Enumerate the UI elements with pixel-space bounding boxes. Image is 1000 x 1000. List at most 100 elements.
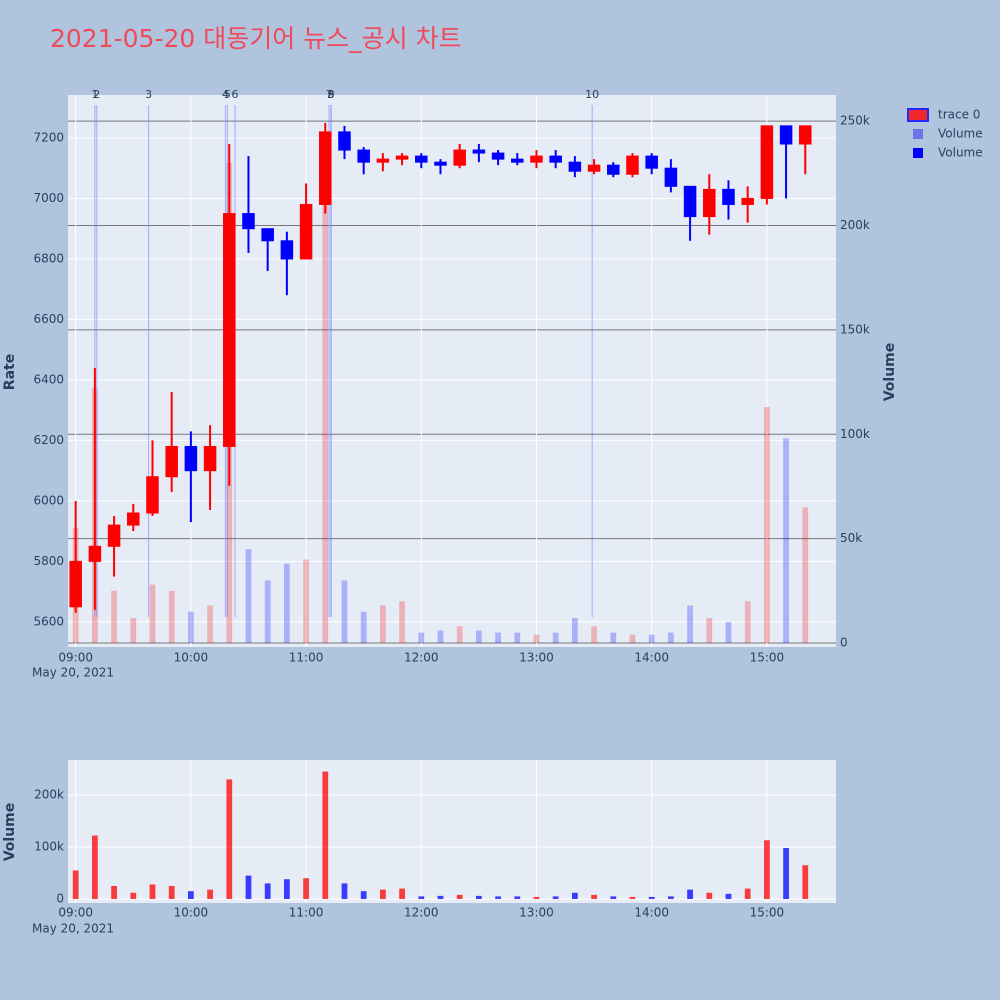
candle-body bbox=[530, 155, 543, 163]
sub-x-tick-label: 13:00 bbox=[519, 906, 554, 920]
sub-x-tick-label: 14:00 bbox=[634, 906, 669, 920]
volume-overlay-bar bbox=[706, 617, 713, 644]
y2-tick-label: 50k bbox=[840, 531, 862, 545]
sub-y-axis-title: Volume bbox=[2, 803, 18, 862]
volume-overlay-bar bbox=[744, 601, 751, 644]
volume-overlay-bar bbox=[418, 632, 425, 644]
volume-bar bbox=[168, 885, 175, 899]
annotation-label: 3 bbox=[145, 88, 152, 101]
volume-bar bbox=[668, 896, 674, 899]
volume-bar bbox=[188, 891, 194, 899]
sub-x-tick-label: 15:00 bbox=[750, 906, 785, 920]
chart-title: 2021-05-20 대동기어 뉴스_공시 차트 bbox=[50, 24, 462, 53]
volume-bar bbox=[149, 884, 156, 899]
y-tick-label: 6400 bbox=[33, 372, 64, 386]
candle-body bbox=[165, 445, 178, 478]
volume-overlay-bar bbox=[380, 605, 386, 644]
candle-body bbox=[434, 161, 447, 166]
annotation-label: 5 bbox=[224, 88, 231, 101]
candle-body bbox=[395, 155, 409, 160]
annotation-label: 9 bbox=[328, 88, 335, 101]
volume-overlay-bar bbox=[668, 632, 674, 644]
volume-bar bbox=[245, 875, 252, 899]
candle-body bbox=[88, 545, 102, 562]
sub-plot-area bbox=[68, 760, 836, 903]
annotation-label: 7 bbox=[326, 88, 333, 101]
volume-bar bbox=[456, 894, 463, 899]
candle-body bbox=[491, 152, 505, 160]
volume-overlay-bar bbox=[533, 634, 540, 644]
candle-body bbox=[261, 228, 274, 242]
volume-bar bbox=[706, 892, 713, 899]
candle-body bbox=[127, 512, 140, 526]
candle-body bbox=[299, 203, 313, 260]
candle-body bbox=[760, 125, 774, 199]
sub-x-tick-label: 10:00 bbox=[174, 906, 209, 920]
candle-body bbox=[607, 164, 620, 175]
volume-overlay-bar bbox=[284, 563, 290, 644]
volume-overlay-bar bbox=[648, 634, 655, 644]
volume-overlay-bar bbox=[168, 590, 175, 644]
legend-swatch bbox=[913, 148, 923, 158]
volume-overlay-bar bbox=[341, 580, 348, 644]
candle-body bbox=[722, 188, 735, 205]
volume-bar bbox=[322, 771, 329, 899]
volume-overlay-bar bbox=[245, 549, 252, 644]
volume-bar bbox=[802, 865, 809, 899]
volume-bar bbox=[264, 883, 271, 899]
candle-body bbox=[376, 158, 390, 163]
volume-overlay-bar bbox=[111, 590, 117, 644]
candle-body bbox=[107, 524, 121, 547]
volume-bar bbox=[495, 896, 501, 899]
volume-overlay-bar bbox=[188, 611, 194, 644]
candle-body bbox=[472, 149, 486, 154]
volume-bar bbox=[437, 895, 444, 899]
y2-tick-label: 150k bbox=[840, 322, 870, 336]
volume-overlay-bar bbox=[802, 507, 809, 644]
volume-overlay-bar bbox=[456, 626, 463, 644]
volume-bar bbox=[764, 840, 770, 899]
sub-y-tick-label: 100k bbox=[34, 839, 64, 853]
candle-body bbox=[741, 197, 754, 205]
candle-body bbox=[69, 560, 82, 608]
candle-body bbox=[184, 445, 198, 472]
volume-overlay-bar bbox=[725, 622, 732, 644]
volume-overlay-bar bbox=[591, 626, 597, 644]
legend-label: Volume bbox=[938, 127, 983, 141]
candle-body bbox=[242, 213, 255, 230]
legend-swatch bbox=[913, 129, 923, 139]
volume-bar bbox=[341, 883, 348, 899]
sub-y-tick-label: 0 bbox=[56, 891, 64, 905]
y-tick-label: 5800 bbox=[33, 554, 64, 568]
x-tick-label: 15:00 bbox=[750, 651, 785, 665]
candle-body bbox=[683, 185, 697, 218]
volume-bar bbox=[648, 896, 655, 899]
volume-bar bbox=[360, 891, 367, 899]
volume-bar bbox=[303, 878, 309, 899]
volume-bar bbox=[476, 895, 482, 899]
volume-bar bbox=[284, 879, 290, 899]
volume-bar bbox=[552, 896, 559, 899]
volume-overlay-bar bbox=[552, 632, 559, 644]
candle-body bbox=[549, 155, 562, 163]
candle-body bbox=[664, 167, 678, 187]
volume-bar bbox=[783, 848, 789, 899]
x-date-label: May 20, 2021 bbox=[32, 922, 114, 936]
candle-body bbox=[779, 125, 793, 145]
legend-label: Volume bbox=[938, 146, 983, 160]
y2-tick-label: 0 bbox=[840, 636, 848, 650]
volume-overlay-bar bbox=[495, 632, 501, 644]
volume-overlay-bar bbox=[322, 131, 329, 644]
x-tick-label: 12:00 bbox=[404, 651, 439, 665]
y2-axis-title: Volume bbox=[882, 343, 898, 402]
annotation-label: 1 bbox=[91, 88, 98, 101]
volume-bar bbox=[380, 889, 386, 899]
candle-body bbox=[415, 155, 428, 163]
y2-tick-label: 200k bbox=[840, 218, 870, 232]
y-tick-label: 6800 bbox=[33, 251, 64, 265]
y-axis-title: Rate bbox=[2, 354, 18, 390]
volume-overlay-bar bbox=[629, 634, 636, 644]
volume-overlay-bar bbox=[476, 630, 482, 644]
main-plot-area bbox=[68, 95, 836, 647]
